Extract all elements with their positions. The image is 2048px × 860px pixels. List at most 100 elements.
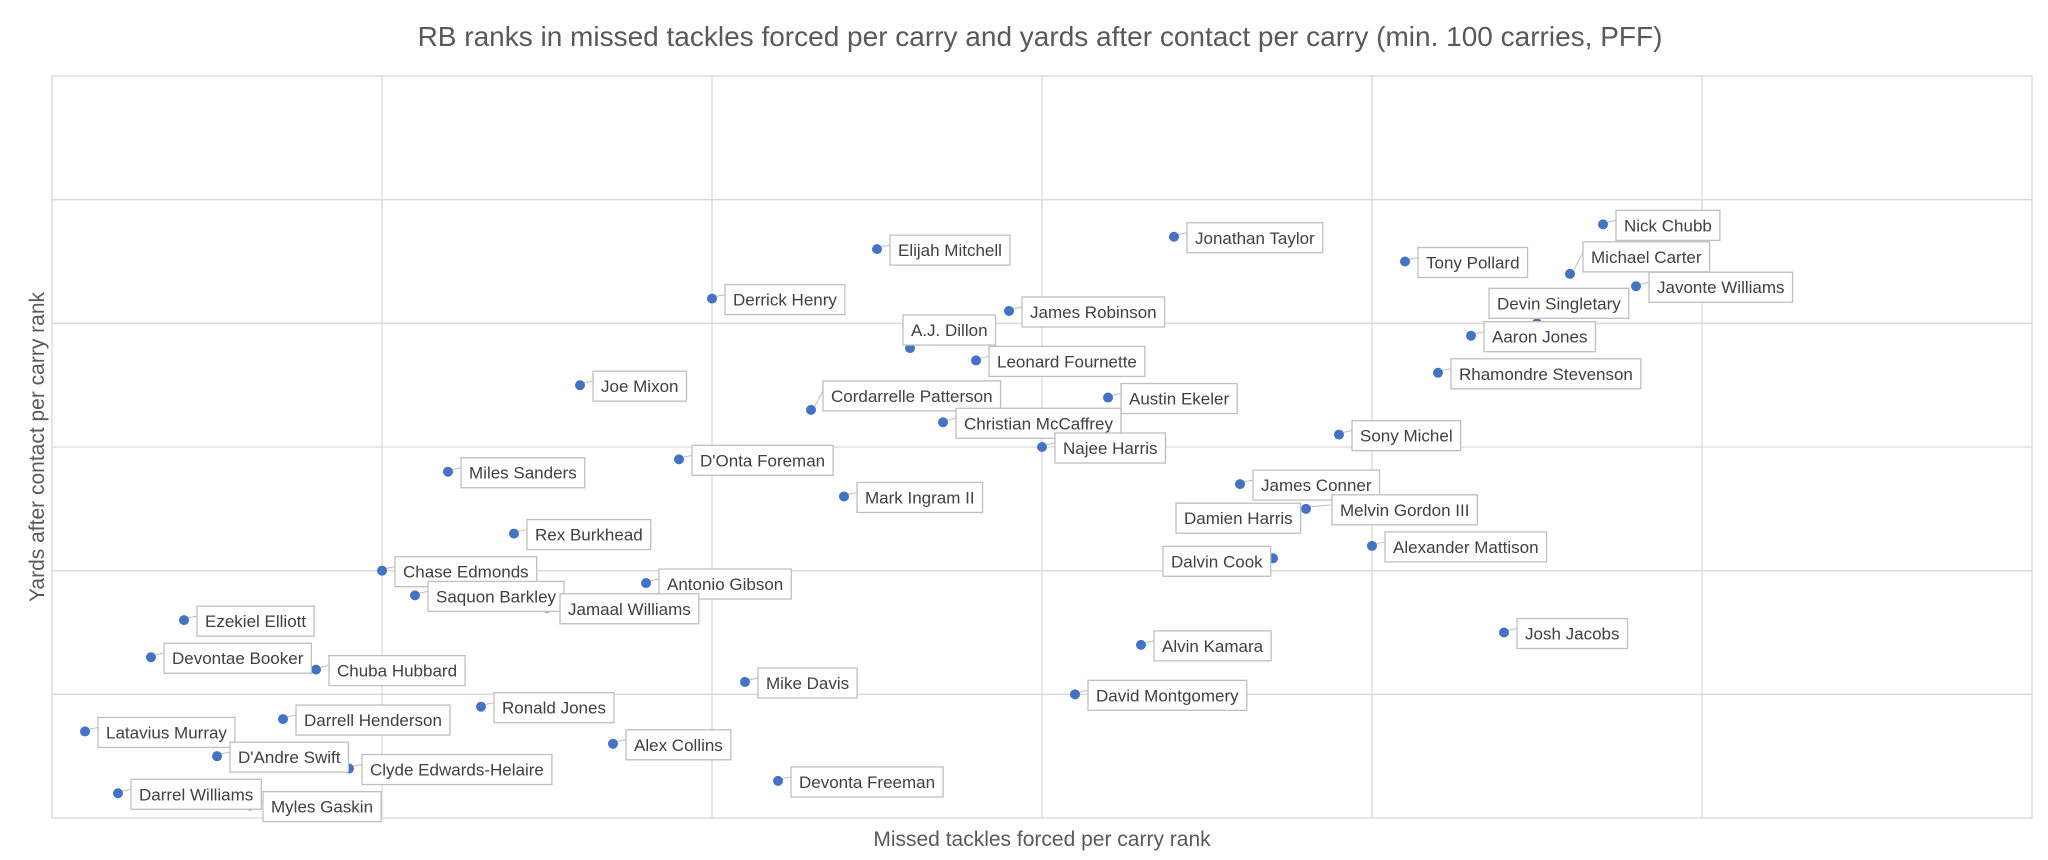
data-label-text: Darrell Henderson (304, 711, 442, 730)
data-point (278, 714, 288, 725)
data-point (1433, 367, 1443, 378)
leader-line (1374, 541, 1386, 545)
data-label-text: Leonard Fournette (997, 352, 1137, 371)
leader-line (978, 355, 990, 359)
data-label-text: Najee Harris (1063, 439, 1157, 458)
data-point (608, 738, 618, 749)
data-label: Melvin Gordon III (1331, 494, 1479, 526)
data-point (443, 466, 453, 477)
data-label-box (196, 605, 315, 637)
data-label-box (625, 729, 732, 761)
leader-line (1044, 442, 1056, 446)
data-label-box (1450, 358, 1642, 390)
data-label-text: Austin Ekeler (1129, 390, 1229, 409)
data-label-box (1120, 382, 1238, 415)
data-point (740, 676, 750, 687)
data-label-box (97, 716, 236, 749)
data-label: Ezekiel Elliott (196, 605, 315, 637)
data-label-text: Aaron Jones (1492, 328, 1587, 347)
data-point (707, 293, 717, 304)
data-point (872, 244, 882, 255)
data-label-box (889, 234, 1011, 266)
data-label: Elijah Mitchell (889, 234, 1011, 266)
data-label-box (262, 790, 382, 823)
x-axis-label: Missed tackles forced per carry rank (873, 828, 1211, 851)
data-label-text: Elijah Mitchell (898, 241, 1002, 260)
data-point (146, 652, 156, 663)
leader-line (1176, 232, 1188, 236)
chart-title: RB ranks in missed tackles forced per ca… (418, 21, 1663, 52)
data-label-box (1488, 287, 1630, 319)
data-point (1334, 429, 1344, 440)
data-label-text: D'Onta Foreman (700, 451, 825, 470)
leader-line (219, 751, 231, 755)
data-label-text: Sony Michel (1360, 427, 1453, 446)
leader-line (648, 578, 660, 582)
data-label-box (328, 654, 466, 687)
data-point (1598, 219, 1608, 230)
data-label-box (1351, 419, 1462, 452)
data-label: Najee Harris (1054, 432, 1167, 464)
data-label: Josh Jacobs (1516, 617, 1629, 650)
data-label-text: Michael Carter (1591, 248, 1702, 267)
data-label-text: Clyde Edwards-Helaire (370, 761, 544, 780)
data-label-box (724, 283, 846, 316)
data-label-box (361, 753, 553, 786)
leader-line (1605, 219, 1617, 223)
data-label-text: Devin Singletary (1497, 294, 1621, 313)
data-label-text: Alex Collins (634, 736, 723, 755)
leader-line (417, 590, 429, 594)
data-label: Saquon Barkley (427, 580, 565, 613)
leader-line (384, 566, 396, 570)
leader-line (1308, 504, 1333, 508)
data-label-text: Rex Burkhead (535, 526, 643, 545)
leader-line (681, 454, 693, 458)
data-label-text: Alexander Mattison (1393, 538, 1539, 557)
data-label: Miles Sanders (460, 457, 586, 489)
plot-area (51, 75, 2033, 819)
data-label: Devonta Freeman (790, 766, 944, 798)
data-label-text: Devonta Freeman (799, 773, 935, 792)
data-label-text: Chase Edmonds (403, 563, 529, 582)
data-label-text: Darrel Williams (139, 785, 253, 804)
data-label-text: Damien Harris (1184, 509, 1293, 528)
data-label: Jonathan Taylor (1186, 222, 1324, 254)
data-point (1103, 392, 1113, 403)
data-label: Sony Michel (1351, 419, 1462, 452)
data-label-text: Devontae Booker (172, 649, 304, 668)
leader-line (1473, 331, 1485, 335)
leader-line (714, 294, 726, 298)
data-label: Mark Ingram II (856, 481, 984, 514)
leader-line (615, 739, 627, 743)
data-label: Javonte Williams (1648, 271, 1794, 303)
data-label: Cordarrelle Patterson (822, 380, 1002, 412)
data-label-box (1186, 222, 1324, 254)
data-label-box (163, 642, 313, 674)
data-label-text: Rhamondre Stevenson (1459, 365, 1633, 384)
data-point (113, 788, 123, 799)
data-label-text: Mark Ingram II (865, 488, 975, 507)
data-label: Chuba Hubbard (328, 654, 466, 687)
data-label-text: Antonio Gibson (667, 575, 783, 594)
data-label-text: David Montgomery (1096, 686, 1239, 705)
data-label-box (1582, 241, 1711, 273)
data-label-text: Joe Mixon (601, 377, 678, 396)
data-label: Jamaal Williams (559, 593, 700, 625)
data-point (476, 701, 486, 712)
data-label-box (130, 778, 262, 810)
data-label-box (460, 457, 586, 489)
data-label-box (902, 314, 997, 346)
data-labels: Nick Chubb Michael Carter Javonte Williams… (97, 209, 1794, 823)
data-label: Devin Singletary (1488, 287, 1630, 319)
data-label-box (1054, 432, 1167, 464)
data-point (1235, 479, 1245, 490)
leader-line (1506, 628, 1518, 631)
data-label: D'Onta Foreman (691, 444, 834, 477)
data-label: Mike Davis (757, 667, 858, 699)
leader-line (450, 467, 462, 471)
leader-line (516, 529, 528, 533)
data-label-box (1021, 296, 1166, 328)
leader-line (351, 764, 363, 768)
data-point (410, 590, 420, 601)
data-label-box (229, 741, 350, 773)
